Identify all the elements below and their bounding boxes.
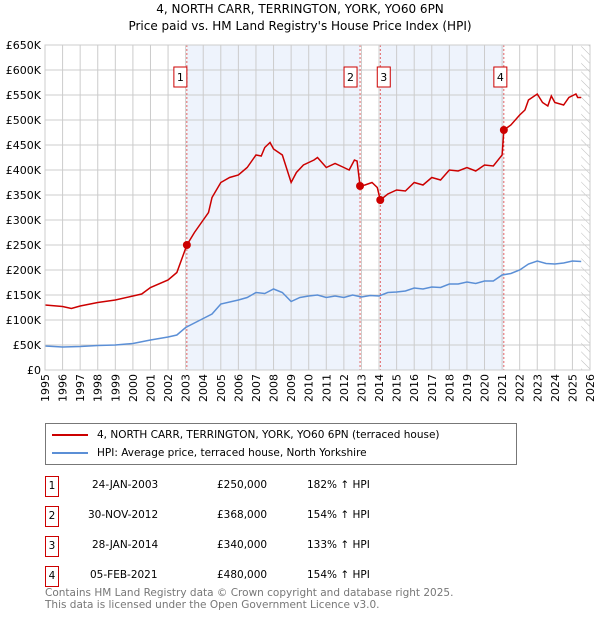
sale-marker-label: 4 [497,71,504,84]
y-tick-label: £150K [6,289,42,302]
legend-swatch-hpi [52,452,88,454]
y-tick-label: £250K [6,239,42,252]
future-hatch [581,45,590,370]
series-line-hpi [44,260,582,348]
sale-marker-label: 1 [177,71,184,84]
x-tick-label: 2019 [461,374,474,402]
sale-marker-box [343,66,358,88]
x-tick-label: 1999 [109,374,122,402]
chart-title: 4, NORTH CARR, TERRINGTON, YORK, YO60 6P… [156,2,444,16]
sale-point [499,126,508,134]
sale-marker-label: 3 [380,71,387,84]
sale-hpi-change: 154% ↑ HPI [307,569,370,581]
sale-row: 1 24-JAN-2003 £250,000 182% ↑ HPI [45,476,545,497]
footer: Contains HM Land Registry data © Crown c… [45,587,453,611]
y-tick-label: £100K [6,314,42,327]
price-chart: 1995 1996 1997 1998 1999 2000 2001 2002 2003 2004… [6,39,597,402]
sale-date: 24-JAN-2003 [92,479,159,491]
sale-row: 2 30-NOV-2012 £368,000 154% ↑ HPI [45,506,545,527]
sale-point [356,182,365,190]
sale-marker-box [173,66,188,88]
y-tick-label: £450K [6,139,42,152]
sale-price: £480,000 [217,569,268,581]
x-tick-label: 2020 [479,374,492,402]
x-tick-label: 2018 [443,374,456,402]
footer-line-1: Contains HM Land Registry data © Crown c… [45,587,454,599]
sale-marker-box: 1 [45,476,59,497]
x-tick-label: 1997 [74,374,87,402]
x-tick-label: 2011 [320,374,333,402]
sale-point [376,196,385,204]
x-tick-label: 2003 [180,374,193,402]
sale-hpi-change: 154% ↑ HPI [307,509,370,521]
sale-date: 28-JAN-2014 [92,539,159,551]
sale-point [182,241,191,249]
sale-marker-box: 4 [45,566,59,587]
x-tick-label: 2024 [549,374,562,402]
sale-marker-box: 2 [45,506,59,527]
x-tick-label: 1995 [39,374,52,402]
x-tick-label: 2025 [566,374,579,402]
x-tick-label: 2015 [391,374,404,402]
sale-marker-box: 3 [45,536,59,557]
x-tick-label: 2005 [215,374,228,402]
sale-price: £250,000 [217,479,268,491]
x-tick-label: 1998 [92,374,105,402]
y-tick-label: £650K [6,39,42,52]
sale-marker-label: 2 [347,71,354,84]
footer-line-2: This data is licensed under the Open Gov… [45,599,380,611]
x-tick-label: 2000 [127,374,140,402]
x-tick-label: 2006 [232,374,245,402]
x-tick-label: 2001 [144,374,157,402]
legend: 4, NORTH CARR, TERRINGTON, YORK, YO60 6P… [45,423,517,465]
sale-hpi-change: 182% ↑ HPI [307,479,370,491]
x-tick-label: 2004 [197,374,210,402]
x-tick-label: 1996 [57,374,70,402]
x-tick-label: 2017 [426,374,439,402]
y-tick-label: £400K [6,164,42,177]
y-tick-label: £500K [6,114,42,127]
x-tick-label: 2014 [373,374,386,402]
sale-price: £340,000 [217,539,268,551]
legend-label-property: 4, NORTH CARR, TERRINGTON, YORK, YO60 6P… [97,429,440,441]
sale-marker-box [493,66,508,88]
sale-hpi-change: 133% ↑ HPI [307,539,370,551]
x-tick-label: 2008 [268,374,281,402]
sale-date: 30-NOV-2012 [88,509,159,521]
y-tick-label: £600K [6,64,42,77]
x-tick-label: 2013 [355,374,368,402]
y-tick-label: £350K [6,189,42,202]
series-line-property [44,92,582,310]
x-tick-label: 2010 [303,374,316,402]
y-tick-label: £50K [13,339,42,352]
chart-subtitle: Price paid vs. HM Land Registry's House … [128,19,472,33]
sale-price: £368,000 [217,509,268,521]
y-tick-label: £300K [6,214,42,227]
x-tick-label: 2026 [584,374,597,402]
sale-row: 3 28-JAN-2014 £340,000 133% ↑ HPI [45,536,545,557]
x-tick-label: 2012 [338,374,351,402]
x-tick-label: 2007 [250,374,263,402]
legend-label-hpi: HPI: Average price, terraced house, Nort… [97,447,367,459]
legend-swatch-property [52,434,88,436]
y-tick-label: £200K [6,264,42,277]
x-tick-label: 2016 [408,374,421,402]
x-tick-label: 2021 [496,374,509,402]
shaded-period [380,45,504,370]
sale-row: 4 05-FEB-2021 £480,000 154% ↑ HPI [45,566,545,587]
x-tick-label: 2009 [285,374,298,402]
x-tick-label: 2023 [531,374,544,402]
sale-date: 05-FEB-2021 [90,569,158,581]
y-tick-label: £550K [6,89,42,102]
x-tick-label: 2022 [514,374,527,402]
x-tick-label: 2002 [162,374,175,402]
plot-border [44,44,591,371]
sale-marker-box [376,66,391,88]
y-tick-label: £0 [27,364,41,377]
